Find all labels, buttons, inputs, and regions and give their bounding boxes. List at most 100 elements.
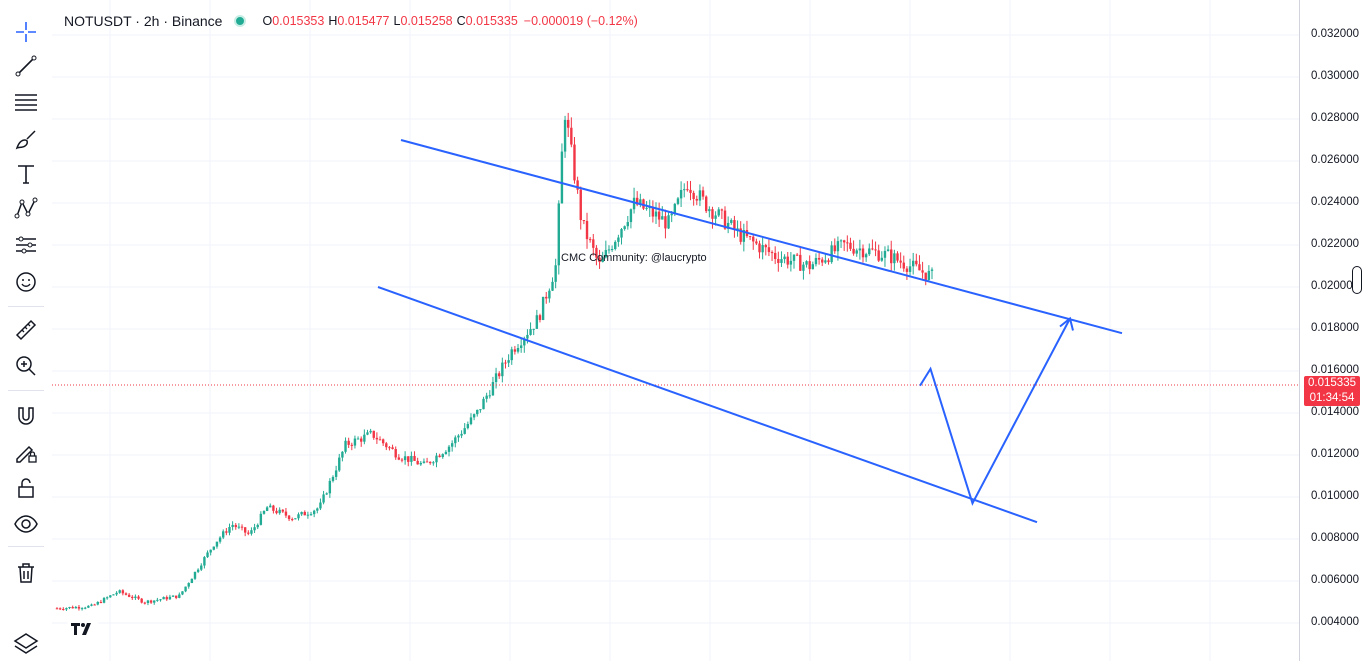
lock-icon[interactable] bbox=[10, 472, 42, 504]
candle-body bbox=[861, 248, 865, 258]
candle-body bbox=[96, 601, 99, 605]
candle-body bbox=[535, 315, 539, 329]
candle-body bbox=[319, 502, 322, 509]
text-icon[interactable] bbox=[10, 158, 42, 190]
price-axis[interactable]: 0.032000 0.030000 0.028000 0.026000 0.024000… bbox=[1299, 0, 1366, 661]
eye-icon[interactable] bbox=[10, 508, 42, 540]
lock-drawing-icon[interactable] bbox=[10, 436, 42, 468]
candle-body bbox=[748, 236, 752, 238]
candlestick-chart[interactable] bbox=[52, 0, 1299, 661]
candle-body bbox=[730, 220, 733, 223]
candle-body bbox=[789, 260, 793, 265]
candle-body bbox=[435, 455, 438, 463]
candle-body bbox=[667, 215, 670, 229]
candle-body bbox=[322, 494, 325, 503]
candle-body bbox=[381, 439, 385, 444]
candle-body bbox=[758, 243, 761, 253]
candle-body bbox=[425, 461, 429, 463]
zoom-in-icon[interactable] bbox=[10, 350, 42, 382]
candle-body bbox=[143, 602, 147, 604]
trend-line-icon[interactable] bbox=[10, 50, 42, 82]
candle-body bbox=[450, 443, 454, 447]
magnet-icon[interactable] bbox=[10, 400, 42, 432]
candle-body bbox=[331, 476, 335, 481]
symbol-title[interactable]: NOTUSDT · 2h · Binance bbox=[64, 13, 223, 29]
candle-body bbox=[265, 507, 269, 511]
bar-countdown: 01:34:54 bbox=[1309, 392, 1355, 404]
candle-body bbox=[350, 444, 354, 446]
candle-body bbox=[80, 608, 84, 610]
candle-body bbox=[165, 597, 168, 600]
toolbar-divider bbox=[8, 390, 44, 391]
candle-body bbox=[507, 360, 510, 363]
brush-icon[interactable] bbox=[10, 124, 42, 156]
candle-body bbox=[921, 270, 924, 273]
candle-body bbox=[683, 189, 686, 191]
candle-body bbox=[930, 269, 934, 271]
candle-body bbox=[250, 530, 253, 534]
candle-body bbox=[657, 211, 661, 220]
crosshair-icon[interactable] bbox=[10, 16, 42, 48]
layers-icon[interactable] bbox=[10, 628, 42, 660]
candle-body bbox=[463, 428, 466, 434]
candle-body bbox=[200, 565, 203, 570]
candle-body bbox=[846, 242, 849, 244]
close-value: 0.015335 bbox=[465, 14, 518, 28]
candle-body bbox=[99, 601, 103, 603]
candle-body bbox=[187, 583, 190, 587]
candle-body bbox=[228, 527, 231, 533]
candle-body bbox=[479, 409, 482, 411]
candle-body bbox=[893, 253, 896, 264]
candle-body bbox=[156, 599, 159, 601]
pattern-icon[interactable] bbox=[10, 193, 42, 225]
forecast-icon[interactable] bbox=[10, 229, 42, 261]
open-key: O bbox=[262, 14, 273, 28]
candle-body bbox=[328, 480, 332, 494]
candle-body bbox=[429, 461, 432, 464]
candle-body bbox=[413, 455, 416, 461]
candle-body bbox=[676, 198, 680, 204]
candle-body bbox=[833, 245, 836, 252]
emoji-icon[interactable] bbox=[10, 266, 42, 298]
candle-body bbox=[708, 209, 711, 212]
chart-pane[interactable] bbox=[52, 0, 1299, 661]
community-watermark: CMC Community: @laucrypto bbox=[561, 252, 707, 264]
price-tick-label: 0.006000 bbox=[1311, 574, 1359, 586]
candle-body bbox=[773, 252, 777, 259]
price-tick-label: 0.028000 bbox=[1311, 112, 1359, 124]
price-tick-label: 0.018000 bbox=[1311, 322, 1359, 334]
candle-body bbox=[830, 245, 833, 263]
candle-body bbox=[890, 249, 893, 264]
candle-body bbox=[607, 249, 611, 251]
candle-body bbox=[184, 586, 187, 592]
candle-body bbox=[294, 518, 297, 520]
candle-body bbox=[689, 189, 692, 193]
candle-body bbox=[441, 454, 444, 458]
candle-body bbox=[541, 296, 545, 320]
candle-body bbox=[911, 260, 915, 267]
candle-body bbox=[761, 245, 764, 253]
candle-body bbox=[444, 451, 448, 455]
candle-body bbox=[560, 151, 564, 204]
ruler-icon[interactable] bbox=[10, 314, 42, 346]
price-scale-handle[interactable] bbox=[1352, 266, 1362, 294]
candle-body bbox=[222, 531, 225, 538]
high-value: 0.015477 bbox=[337, 14, 390, 28]
candle-body bbox=[824, 260, 827, 263]
candle-body bbox=[215, 541, 219, 547]
candle-body bbox=[604, 250, 608, 258]
tradingview-logo[interactable] bbox=[66, 616, 100, 642]
open-value: 0.015353 bbox=[272, 14, 325, 28]
candle-body bbox=[839, 240, 843, 242]
fib-retracement-icon[interactable] bbox=[10, 86, 42, 118]
candle-body bbox=[601, 257, 604, 263]
candle-body bbox=[356, 438, 360, 440]
drawing-toolbar bbox=[0, 0, 52, 661]
candle-body bbox=[805, 261, 808, 265]
candle-body bbox=[206, 552, 209, 558]
trash-icon[interactable] bbox=[10, 557, 42, 589]
candle-body bbox=[124, 593, 128, 595]
candle-body bbox=[614, 241, 617, 250]
candle-body bbox=[516, 347, 520, 352]
candle-body bbox=[281, 509, 285, 512]
